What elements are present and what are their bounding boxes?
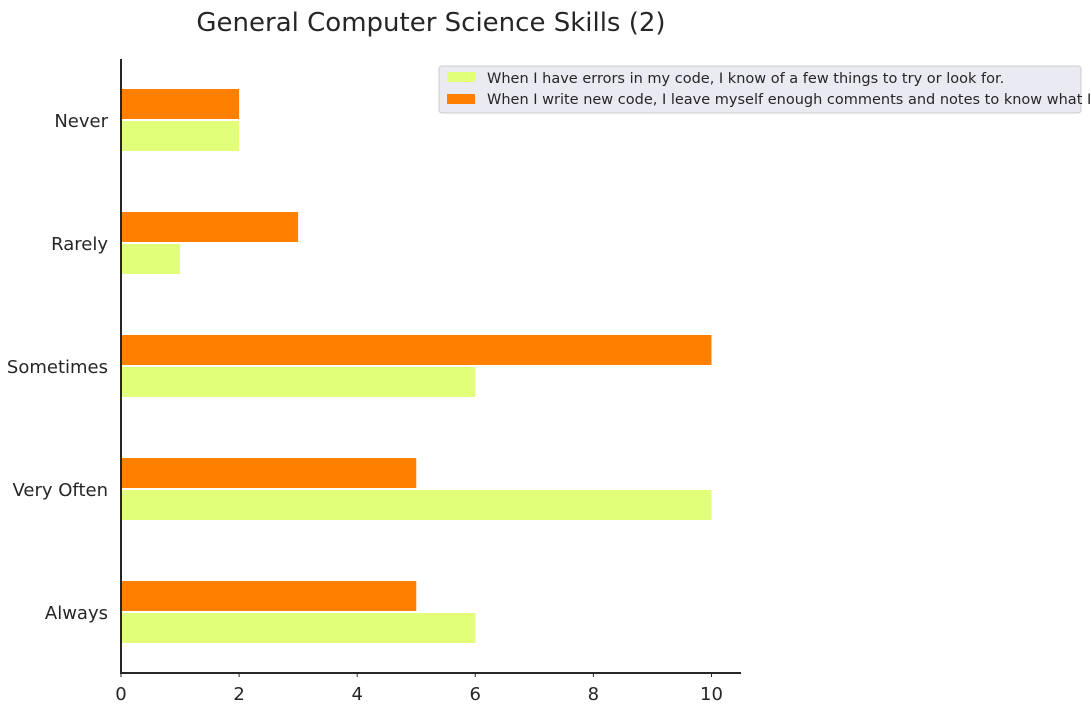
y-tick-label: Very Often — [13, 480, 109, 501]
chart-title: General Computer Science Skills (2) — [196, 8, 665, 38]
bar-series-2-always — [121, 581, 417, 611]
legend-swatch-series-1 — [447, 72, 475, 82]
bar-series-1-never — [121, 121, 240, 151]
bar-series-2-rarely — [121, 212, 299, 242]
y-tick-labels: Always Very Often Sometimes Rarely Never — [7, 111, 109, 624]
legend-label-series-1: When I have errors in my code, I know of… — [487, 71, 1004, 87]
bar-series-2-never — [121, 89, 240, 119]
y-tick-label: Rarely — [51, 234, 108, 255]
x-tick-label: 0 — [115, 684, 126, 705]
legend: When I have errors in my code, I know of… — [438, 65, 1091, 114]
bar-series-1-very-often — [121, 490, 712, 520]
x-tick-label: 6 — [470, 684, 481, 705]
x-tick-label: 2 — [233, 684, 244, 705]
x-tick-labels: 0 2 4 6 8 10 — [115, 673, 723, 705]
y-tick-label: Sometimes — [7, 357, 108, 378]
y-tick-label: Always — [45, 603, 108, 624]
x-tick-label: 4 — [351, 684, 362, 705]
bar-series-2-sometimes — [121, 335, 712, 365]
bar-series-1-sometimes — [121, 367, 476, 397]
bars-layer — [121, 89, 712, 643]
legend-swatch-series-2 — [447, 94, 475, 104]
legend-box — [438, 65, 1082, 114]
bar-series-1-always — [121, 613, 476, 643]
y-tick-label: Never — [54, 111, 108, 132]
x-tick-label: 10 — [700, 684, 723, 705]
x-tick-label: 8 — [588, 684, 599, 705]
bar-series-2-very-often — [121, 458, 417, 488]
legend-label-series-2: When I write new code, I leave myself en… — [487, 92, 1091, 108]
bar-series-1-rarely — [121, 244, 181, 274]
